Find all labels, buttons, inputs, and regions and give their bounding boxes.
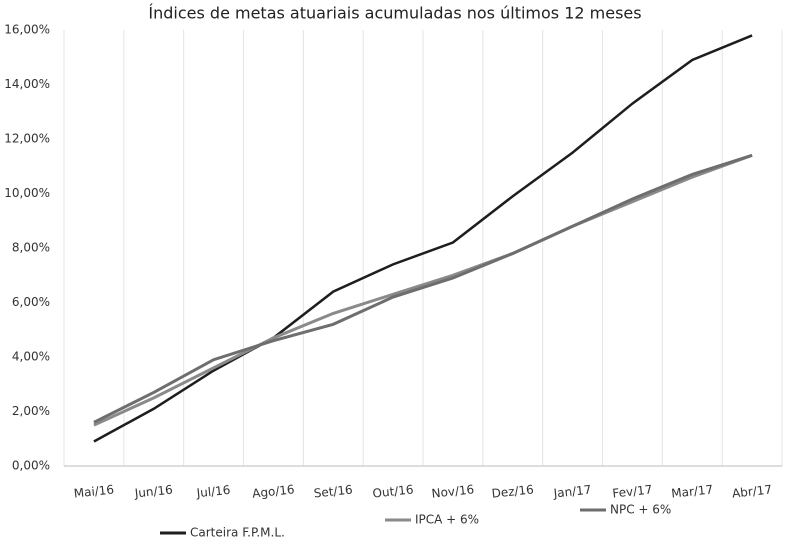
x-tick-label: Jan/17 <box>552 483 592 501</box>
x-tick-label: Set/16 <box>313 483 353 501</box>
chart-title: Índices de metas atuariais acumuladas no… <box>148 4 641 23</box>
x-tick-label: Nov/16 <box>431 482 475 500</box>
x-tick-label: Jun/16 <box>133 483 173 501</box>
y-tick-label: 4,00% <box>12 350 50 364</box>
y-tick-label: 0,00% <box>12 459 50 473</box>
x-tick-label: Out/16 <box>372 482 414 500</box>
legend-label: Carteira F.P.M.L. <box>190 526 285 540</box>
x-tick-label: Mar/17 <box>671 482 714 500</box>
y-tick-label: 10,00% <box>4 186 50 200</box>
y-tick-label: 2,00% <box>12 404 50 418</box>
legend-label: NPC + 6% <box>610 503 671 517</box>
y-tick-label: 14,00% <box>4 77 50 91</box>
legend-label: IPCA + 6% <box>415 513 479 527</box>
x-tick-label: Mai/16 <box>73 482 115 500</box>
x-tick-label: Dez/16 <box>491 482 534 500</box>
y-tick-label: 12,00% <box>4 132 50 146</box>
y-tick-label: 6,00% <box>12 295 50 309</box>
x-tick-label: Jul/16 <box>195 483 231 501</box>
y-tick-label: 8,00% <box>12 241 50 255</box>
series-line <box>93 153 753 427</box>
x-tick-label: Ago/16 <box>252 482 296 500</box>
series-line <box>93 34 753 443</box>
y-tick-label: 16,00% <box>4 23 50 37</box>
x-tick-label: Fev/17 <box>612 482 653 500</box>
x-tick-label: Abr/17 <box>731 482 772 500</box>
series-line <box>93 153 753 424</box>
